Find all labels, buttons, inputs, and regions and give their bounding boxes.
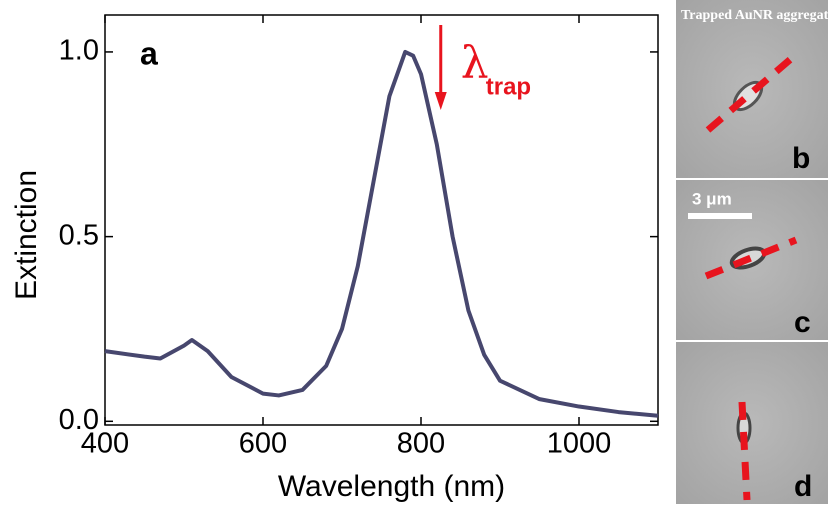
x-tick-label: 800 (397, 428, 445, 460)
x-tick-label: 1000 (547, 428, 612, 460)
orientation-line (705, 55, 795, 133)
y-tick-label: 0.5 (59, 219, 99, 251)
plot-frame (104, 14, 659, 426)
x-tick-label: 600 (239, 428, 287, 460)
chart: 400 600 800 1000 0.0 0.5 1.0 Wavelength (nm) Ext… (10, 14, 659, 503)
panel-c: 3 μm c (676, 180, 828, 340)
annotation-arrowhead (434, 92, 447, 110)
x-tick-label: 400 (81, 428, 129, 460)
line-series (104, 49, 659, 418)
annotation-subscript: trap (486, 73, 531, 100)
panel-label: d (794, 470, 812, 503)
scale-label: 3 μm (692, 189, 732, 208)
orientation-line (738, 401, 751, 501)
x-axis-label: Wavelength (nm) (278, 470, 505, 503)
caption: Trapped AuNR aggregate (681, 8, 828, 23)
panel-label: a (140, 35, 158, 71)
orientation-line (704, 236, 798, 280)
panel-b: Trapped AuNR aggregate b (676, 0, 828, 178)
annotation-symbol: λ (461, 38, 489, 89)
y-axis-label: Extinction (10, 170, 43, 300)
panel-d: d (676, 342, 828, 504)
panel-label: b (792, 142, 810, 175)
panel-label: c (794, 306, 811, 339)
scale-bar (688, 213, 752, 219)
y-tick-label: 0.0 (59, 404, 99, 436)
y-tick-label: 1.0 (59, 35, 99, 67)
micrograph (676, 342, 828, 504)
